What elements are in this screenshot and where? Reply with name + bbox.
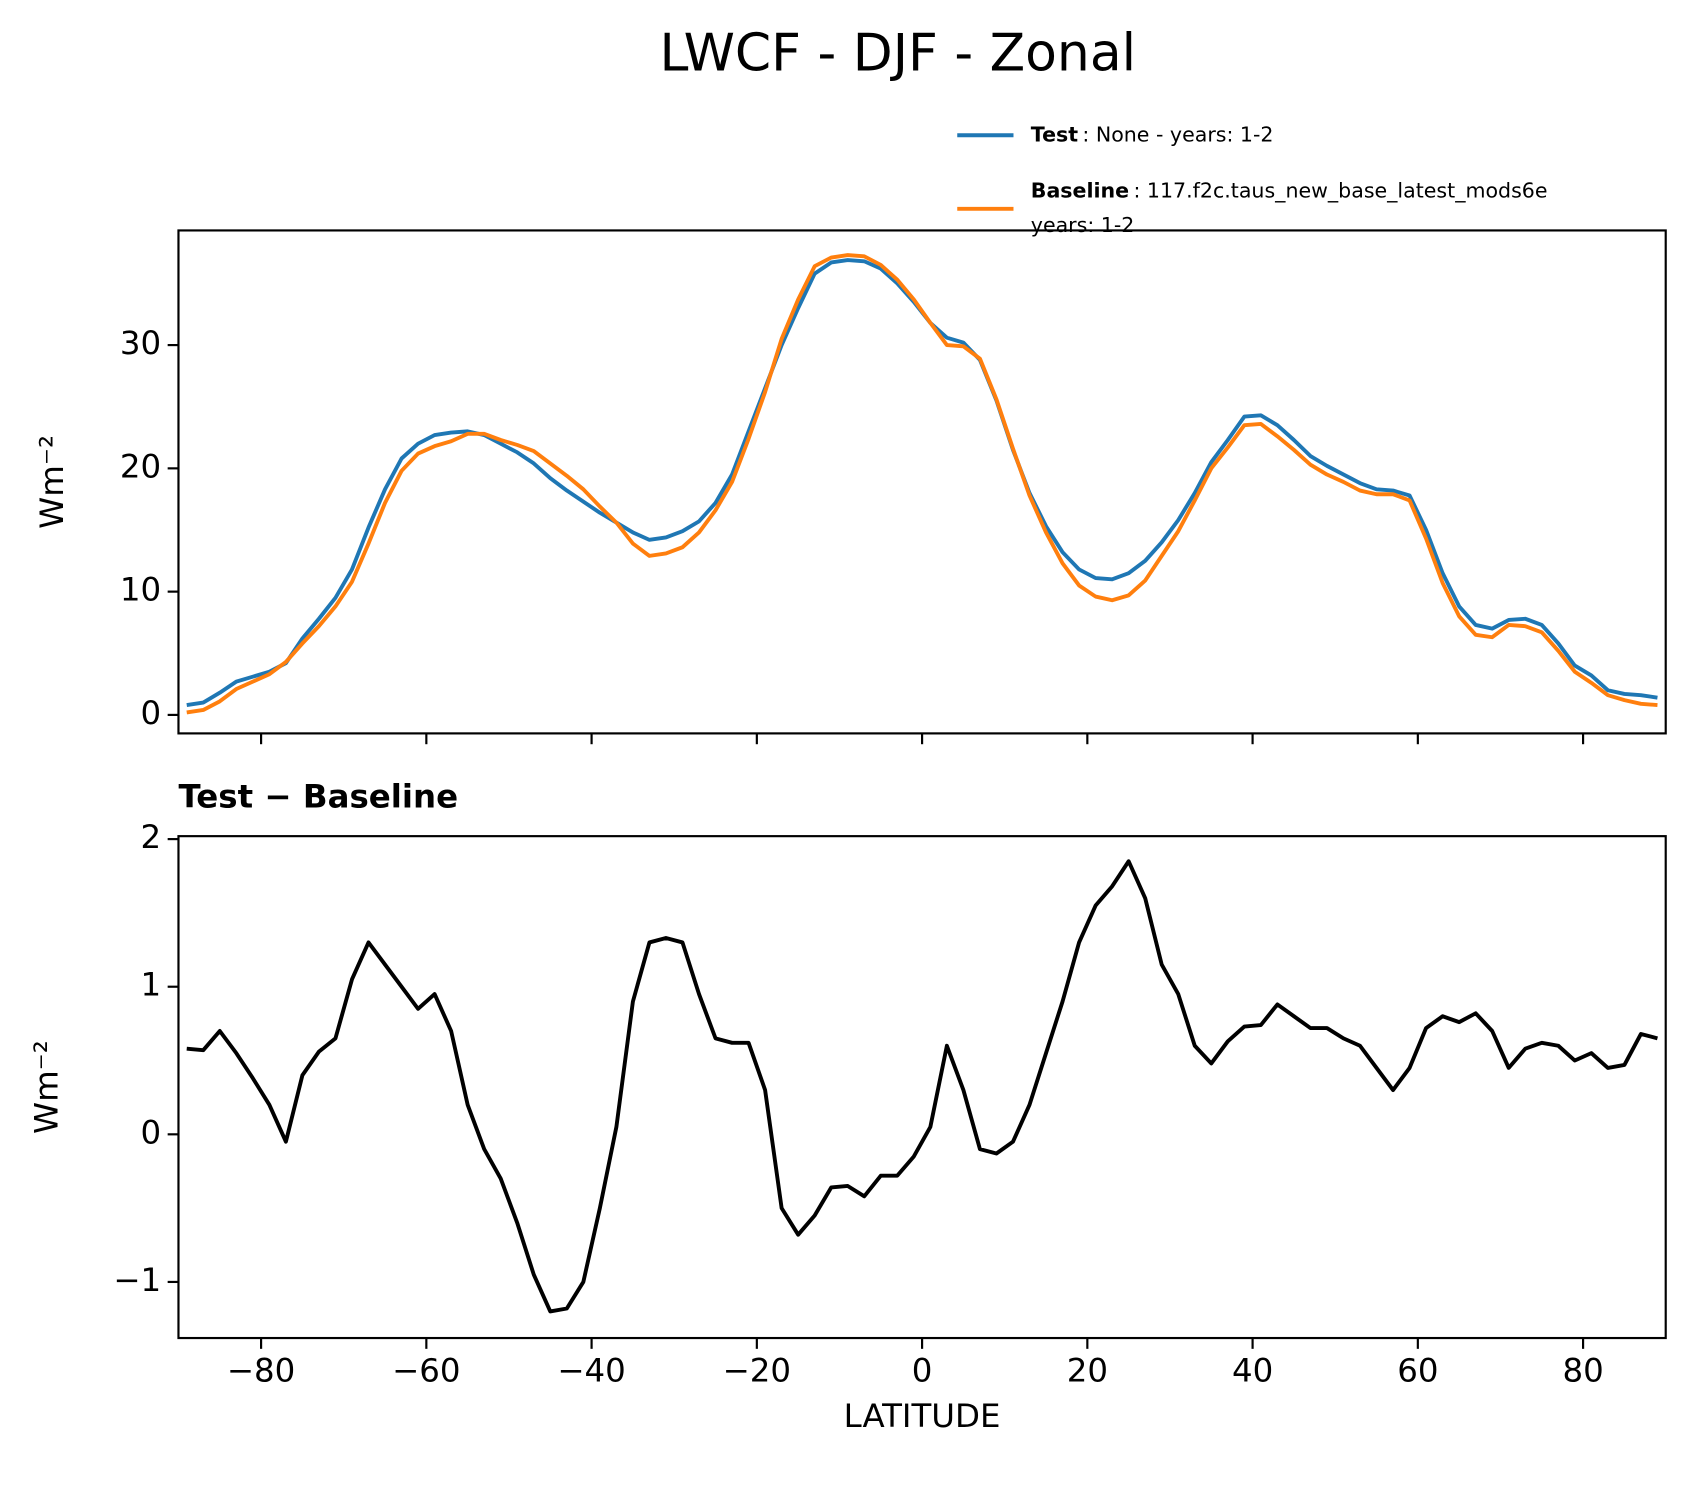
data-line [186,859,1658,1314]
x-axis-label: LATITUDE [844,1397,1001,1435]
y-tick-label: 0 [141,694,162,732]
y-tick-label: 30 [120,324,161,362]
x-tick-label: −80 [227,1352,295,1390]
legend-entry: Baseline: 117.f2c.taus_new_base_latest_m… [1031,179,1548,203]
x-tick-label: 60 [1397,1352,1438,1390]
y-axis-label: Wm⁻² [33,435,71,529]
data-line [186,253,1658,715]
x-tick-label: 0 [912,1352,933,1390]
legend-description: years: 1-2 [1031,213,1135,237]
legend-entry: Test: None - years: 1-2 [1031,122,1274,146]
data-line [186,258,1658,707]
x-tick-label: −20 [723,1352,791,1390]
x-tick-label: 40 [1232,1352,1273,1390]
y-tick-label: 10 [120,571,161,609]
x-tick-label: −40 [557,1352,625,1390]
figure-title: LWCF - DJF - Zonal [659,23,1136,83]
legend-description: : None - years: 1-2 [1082,122,1273,146]
axes-frame [177,835,1667,1340]
x-tick-label: −60 [392,1352,460,1390]
y-tick-label: 1 [141,966,162,1004]
y-tick-label: 0 [141,1113,162,1151]
x-tick-label: 80 [1562,1352,1603,1390]
y-tick-label: 20 [120,447,161,485]
y-tick-label: −1 [113,1261,161,1299]
y-tick-label: 2 [141,818,162,856]
y-axis-label: Wm⁻² [28,1040,66,1134]
x-tick-label: 20 [1067,1352,1108,1390]
legend-entry: years: 1-2 [1031,213,1135,237]
subplot-title: Test − Baseline [178,777,458,815]
legend-name: Test [1031,122,1078,146]
legend-description: : 117.f2c.taus_new_base_latest_mods6e [1133,179,1547,203]
legend-name: Baseline [1031,179,1129,203]
axes-frame [177,229,1667,735]
